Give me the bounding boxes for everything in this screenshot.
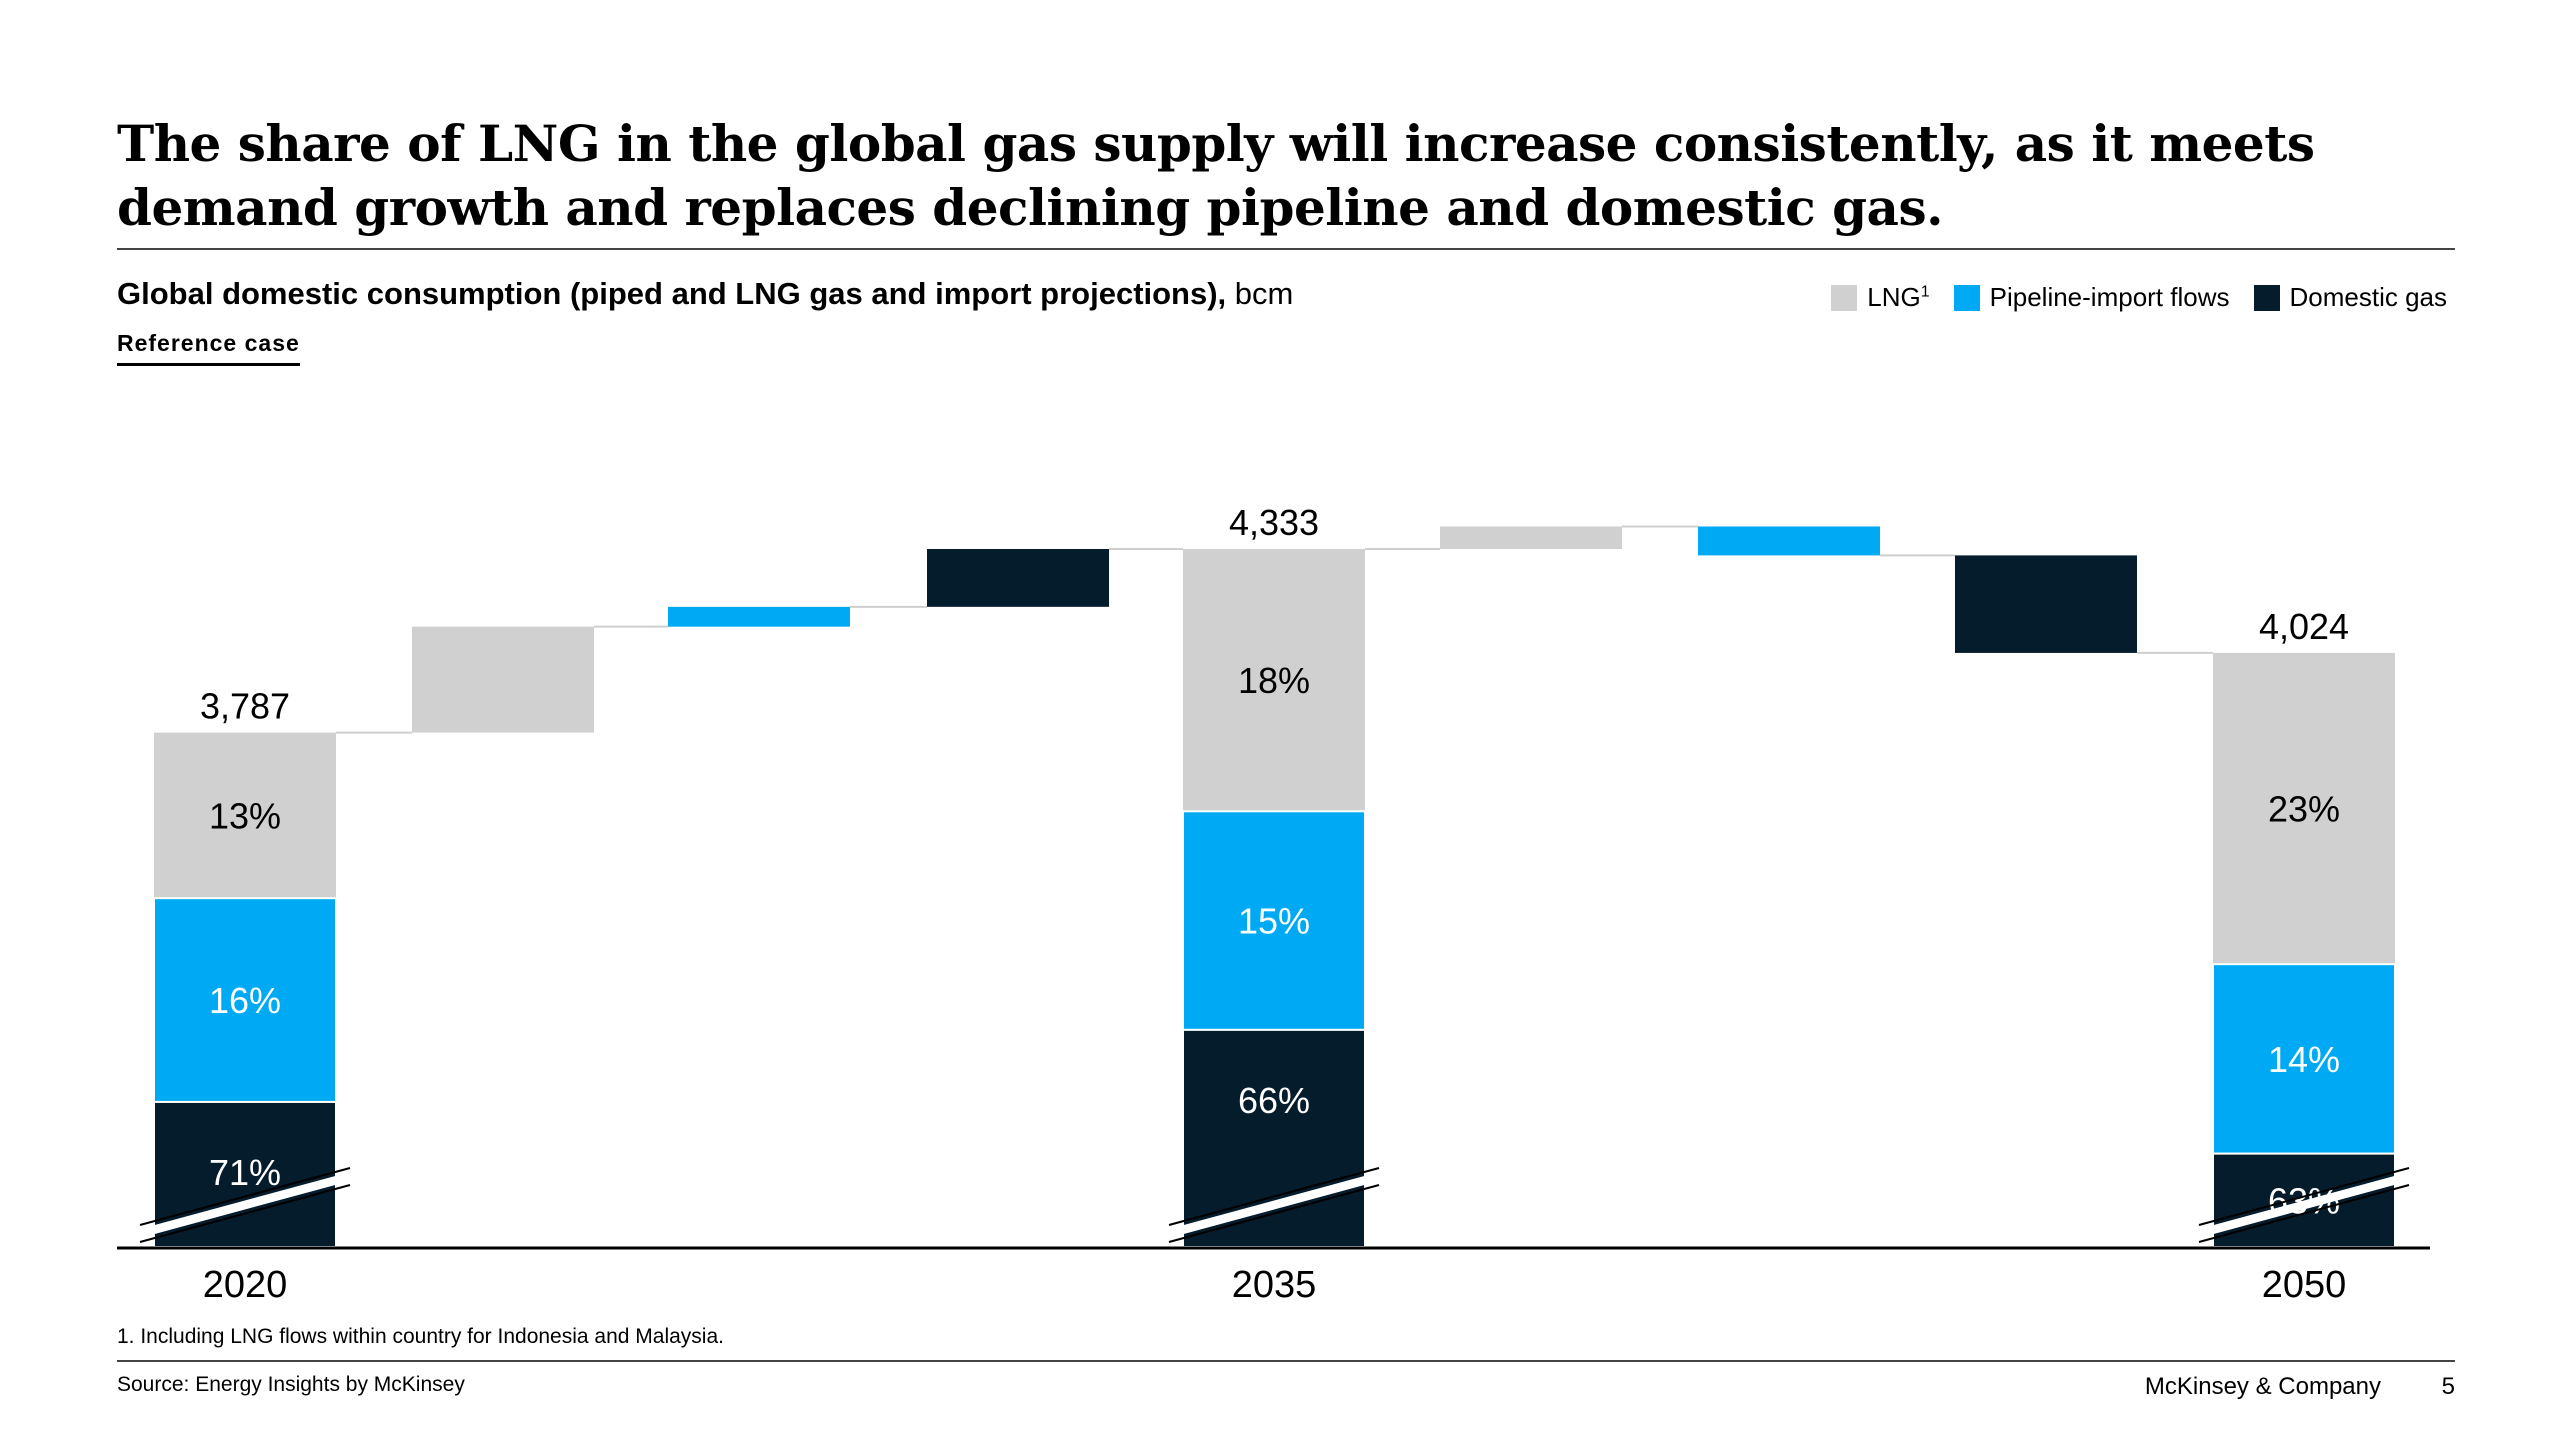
axis-break-mark <box>1169 1172 1379 1238</box>
share-label: 13% <box>209 795 281 836</box>
axis-break-line <box>139 1167 351 1226</box>
source-note: Source: Energy Insights by McKinsey <box>117 1373 465 1396</box>
bar-segment-2035-domestic-gas <box>1182 1028 1366 1248</box>
total-label: 3,787 <box>200 686 290 727</box>
delta-bar-pipeline-import-flows <box>1698 526 1880 556</box>
delta-bar-domestic-gas <box>927 549 1109 607</box>
bar-segment-2020-pipeline-import-flows <box>153 897 337 1103</box>
legend: LNG1 Pipeline-import flows Domestic gas <box>1831 282 2447 313</box>
bar-segment-2035-pipeline-import-flows <box>1182 810 1366 1031</box>
share-label: 16% <box>209 980 281 1021</box>
axis-break-line <box>2198 1167 2410 1226</box>
delta-bar-lng <box>412 626 594 733</box>
share-label: 66% <box>1238 1080 1310 1121</box>
axis-break-line <box>139 1184 351 1243</box>
share-label: 23% <box>2268 789 2340 830</box>
legend-item-domestic: Domestic gas <box>2253 282 2448 313</box>
x-tick-label: 2035 <box>1232 1264 1317 1306</box>
axis-break-mark <box>140 1172 350 1238</box>
bar-segment-2050-domestic-gas <box>2212 1152 2396 1249</box>
axis-break-line <box>1168 1167 1380 1226</box>
total-label: 4,024 <box>2259 606 2349 647</box>
legend-swatch <box>1831 284 1858 311</box>
legend-label: Domestic gas <box>2289 282 2448 312</box>
share-label: 15% <box>1238 901 1310 942</box>
x-tick-label: 2050 <box>2262 1264 2347 1306</box>
x-tick-label: 2020 <box>203 1264 288 1306</box>
chart-subtitle: Global domestic consumption (piped and L… <box>117 276 1293 312</box>
brand-name: McKinsey & Company <box>2144 1373 2381 1400</box>
subtitle-text: Global domestic consumption (piped and L… <box>117 276 1227 311</box>
delta-bar-domestic-gas <box>1955 555 2137 653</box>
bar-segment-2050-lng <box>2213 652 2395 965</box>
legend-swatch <box>2253 284 2280 311</box>
footer-divider <box>117 1360 2455 1362</box>
legend-item-pipeline: Pipeline-import flows <box>1953 282 2230 313</box>
share-label: 14% <box>2268 1039 2340 1080</box>
title-divider <box>117 248 2455 250</box>
delta-bar-lng <box>1440 526 1622 549</box>
legend-label: Pipeline-import flows <box>1989 282 2230 312</box>
legend-swatch <box>1953 284 1980 311</box>
subtitle-unit: bcm <box>1226 276 1294 311</box>
scenario-tab-reference-case[interactable]: Reference case <box>117 330 300 366</box>
bar-segment-2035-lng <box>1183 549 1365 812</box>
delta-bar-pipeline-import-flows <box>668 606 850 627</box>
axis-break-line <box>2198 1184 2410 1243</box>
footnote: 1. Including LNG flows within country fo… <box>117 1325 724 1348</box>
legend-item-lng: LNG1 <box>1831 282 1930 313</box>
bar-segment-2050-pipeline-import-flows <box>2212 963 2396 1155</box>
bar-segment-2020-lng <box>154 732 336 899</box>
page-number: 5 <box>2441 1373 2455 1400</box>
legend-label: LNG1 <box>1867 282 1930 312</box>
total-label: 4,333 <box>1229 502 1319 543</box>
axis-break-mark <box>2199 1172 2409 1238</box>
axis-break-line <box>1168 1184 1380 1243</box>
share-label: 71% <box>209 1152 281 1193</box>
share-label: 18% <box>1238 660 1310 701</box>
page-title: The share of LNG in the global gas suppl… <box>117 114 2315 237</box>
